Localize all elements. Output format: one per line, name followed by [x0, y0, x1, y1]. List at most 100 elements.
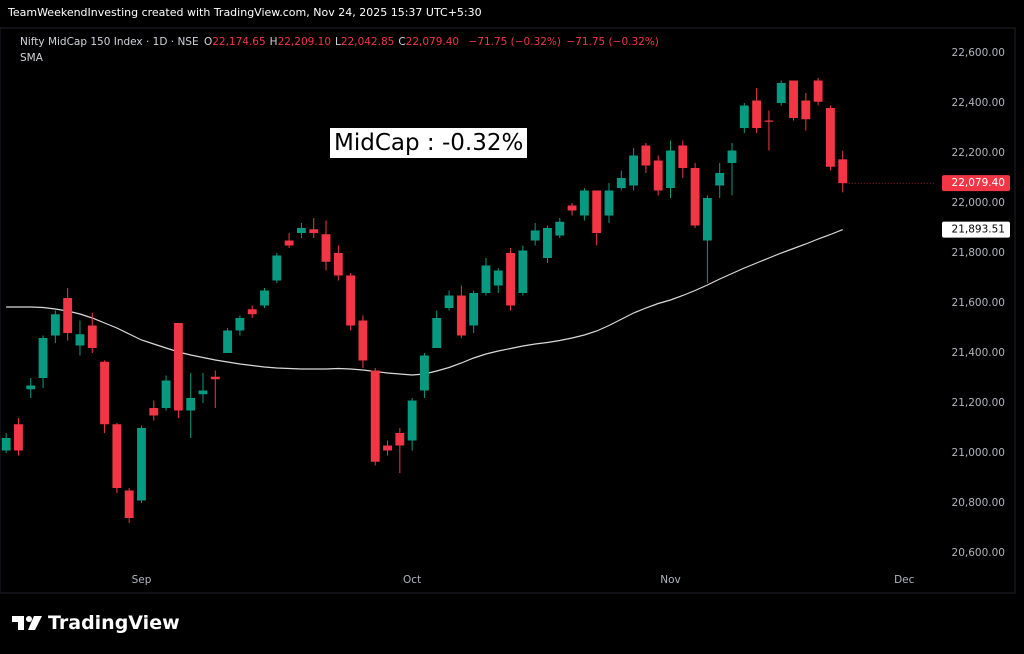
legend: Nifty MidCap 150 Index · 1D · NSE O22,17…	[20, 36, 661, 48]
logo-icon	[12, 616, 42, 630]
candle-body	[407, 400, 417, 441]
y-tick-label: 22,400.00	[952, 97, 1005, 109]
candle-body	[456, 295, 466, 336]
candle-body	[825, 108, 835, 167]
candle-body	[75, 334, 85, 346]
candle-body	[124, 490, 134, 518]
candle-body	[641, 145, 651, 166]
candle-body	[567, 205, 577, 211]
y-tick-label: 21,600.00	[952, 297, 1005, 309]
candle-body	[752, 100, 762, 128]
sma-tag	[942, 221, 1010, 238]
sma-label: 21,893.51	[952, 224, 1005, 236]
candle-body	[149, 408, 159, 416]
candle-body	[838, 159, 848, 184]
candle-body	[629, 155, 639, 186]
last-price-tag	[942, 175, 1010, 192]
candle-body	[63, 298, 73, 333]
candle-body	[420, 355, 429, 391]
candle-body	[173, 323, 183, 411]
candle-body	[358, 320, 368, 361]
candle-body	[493, 270, 503, 286]
candle-body	[186, 398, 196, 411]
candle-body	[764, 120, 774, 122]
x-tick-label: Oct	[403, 574, 421, 586]
candle-body	[370, 370, 380, 462]
candle-body	[296, 228, 306, 233]
candle-body	[432, 318, 442, 348]
candle-body	[87, 325, 97, 348]
candle-body	[161, 380, 171, 408]
candle-body	[702, 198, 712, 241]
header: TeamWeekendInvesting created with Tradin…	[8, 6, 482, 19]
y-tick-label: 22,200.00	[952, 147, 1005, 159]
candle-body	[309, 229, 319, 233]
candle-body	[579, 190, 589, 216]
y-tick-label: 21,200.00	[952, 397, 1005, 409]
y-tick-label: 21,000.00	[952, 447, 1005, 459]
candle-body	[383, 445, 392, 451]
candle-body	[801, 100, 811, 120]
logo: TradingView	[12, 612, 180, 634]
candle-body	[333, 253, 343, 276]
candle-body	[198, 390, 208, 395]
plot-frame	[0, 27, 1016, 594]
candle-body	[444, 295, 454, 308]
candle-body	[555, 221, 565, 236]
y-tick-label: 20,600.00	[952, 547, 1005, 559]
candle-body	[813, 80, 823, 102]
ohlc-key: L	[335, 36, 341, 48]
change: −71.75 (−0.32%)	[566, 36, 659, 48]
candle-body	[469, 293, 479, 326]
candle-body	[112, 424, 122, 488]
candle-body	[210, 376, 220, 380]
x-tick-label: Nov	[660, 574, 681, 586]
ohlc-key: O	[203, 36, 213, 48]
annotation: MidCap : -0.32%	[330, 128, 528, 158]
logo-text: TradingView	[48, 612, 180, 634]
sma-legend: SMA	[20, 52, 43, 64]
candle-body	[38, 338, 48, 378]
candle-body	[346, 275, 356, 326]
candle-body	[727, 150, 737, 163]
candle-body	[518, 250, 528, 293]
candle-body	[137, 428, 146, 501]
candle-body	[530, 230, 540, 241]
candle-body	[506, 253, 515, 306]
candle-body	[1, 438, 11, 451]
ohlc-value: 22,174.65	[212, 36, 266, 48]
last-price-label: 22,079.40	[952, 177, 1005, 189]
candle-body	[616, 178, 626, 188]
x-tick-label: Dec	[894, 574, 915, 586]
candle-body	[14, 424, 23, 451]
ohlc-value: 22,079.40	[405, 36, 460, 48]
legend-title: Nifty MidCap 150 Index · 1D · NSE	[20, 36, 199, 48]
candle-body	[789, 80, 798, 118]
y-tick-label: 21,400.00	[952, 347, 1005, 359]
y-tick-label: 21,800.00	[952, 247, 1005, 259]
candle-body	[739, 105, 749, 128]
ohlc-values: O22,174.65 H22,209.10 L22,042.85 C22,079.40	[204, 36, 463, 48]
ohlc-value: 22,042.85	[340, 36, 395, 48]
candle-body	[395, 433, 405, 446]
candle-body	[321, 234, 331, 262]
candle-body	[50, 314, 60, 336]
change: −71.75 (−0.32%)	[468, 36, 562, 48]
candle-body	[776, 83, 786, 103]
candle-body	[690, 168, 700, 226]
candle-body	[235, 318, 245, 331]
candle-body	[543, 228, 552, 258]
candle-body	[284, 240, 294, 246]
candle-body	[100, 361, 110, 425]
ohlc-key: C	[398, 36, 406, 48]
candle-body	[715, 173, 725, 186]
candle-body	[604, 190, 614, 216]
candle-body	[666, 150, 675, 188]
candle-body	[260, 290, 269, 306]
y-tick-label: 22,600.00	[952, 47, 1005, 59]
candle-body	[653, 160, 663, 191]
candle-body	[272, 255, 282, 281]
candle-body	[247, 309, 257, 315]
